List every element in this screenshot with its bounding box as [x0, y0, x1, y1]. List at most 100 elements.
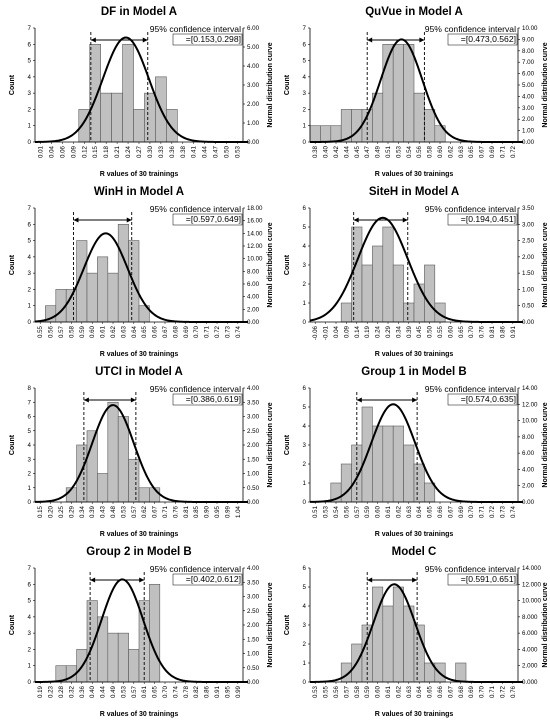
y-tick-label: 6: [303, 205, 307, 212]
histogram-bar: [392, 586, 404, 683]
y2-tick-label: 10.000: [522, 598, 541, 605]
ci-value-box: [172, 573, 243, 586]
ci-arrowhead-right: [412, 577, 418, 583]
ci-arrowhead-left: [367, 37, 373, 43]
y2-axis-label: Normal distribution curve: [267, 402, 274, 487]
chart-title: Model C: [392, 546, 437, 558]
y-tick-label: 4: [303, 74, 307, 81]
histogram-bar: [330, 125, 342, 143]
x-tick-label: 0.63: [458, 145, 465, 158]
y-axis-label: Count: [9, 74, 16, 95]
y-tick-label: 1: [303, 660, 307, 667]
x-tick-label: 0.04: [48, 145, 55, 158]
y-tick-label: 2: [303, 281, 307, 288]
x-tick-label: 0.58: [68, 325, 75, 338]
x-tick-label: 0.49: [375, 145, 382, 158]
x-tick-label: 0.27: [136, 145, 143, 158]
histogram-bar: [128, 458, 140, 503]
x-tick-label: 0.61: [100, 325, 107, 338]
y2-tick-label: 2.00: [247, 101, 260, 108]
y-tick-label: 0: [28, 139, 32, 146]
histogram-chart: SiteH in Model A 95% confidence interval=…: [284, 186, 549, 358]
x-tick-label: 0.19: [37, 685, 44, 698]
y-tick-label: 6: [28, 221, 32, 228]
histogram-bar: [107, 632, 119, 683]
y-axis-label: Count: [284, 254, 291, 275]
y2-tick-label: 3.50: [247, 579, 260, 586]
y2-tick-label: 12.00: [522, 401, 538, 408]
x-tick-label: 0.38: [312, 145, 319, 158]
ci-arrowhead-right: [139, 577, 145, 583]
x-tick-label: 0.82: [193, 685, 200, 698]
x-tick-label: 0.86: [499, 325, 506, 338]
histogram-chart: Model C 95% confidence interval=[0.591,0.…: [284, 546, 549, 718]
histogram-bar: [413, 283, 425, 323]
y2-tick-label: 0.50: [522, 303, 535, 310]
y2-axis-label: Normal distribution curve: [542, 582, 549, 667]
ci-arrowhead-right: [130, 397, 136, 403]
x-tick-label: 0.64: [416, 685, 423, 698]
x-tick-label: 0.74: [172, 685, 179, 698]
histogram-bar: [122, 43, 134, 143]
histogram-bar: [133, 109, 145, 143]
ci-label: 95% confidence interval: [425, 24, 516, 34]
histogram-bar: [372, 245, 384, 323]
y-tick-label: 7: [28, 565, 32, 572]
x-tick-label: 0.91: [214, 685, 221, 698]
x-tick-label: 0.95: [214, 505, 221, 518]
x-tick-label: 0.40: [89, 685, 96, 698]
x-tick-label: 0.68: [172, 325, 179, 338]
x-tick-label: 0.53: [312, 685, 319, 698]
x-tick-label: 0.66: [437, 685, 444, 698]
x-tick-label: 0.21: [114, 145, 121, 158]
x-tick-label: 0.56: [333, 685, 340, 698]
x-tick-label: 0.71: [479, 505, 486, 518]
x-tick-label: 0.67: [447, 505, 454, 518]
ci-arrowhead-left: [83, 397, 89, 403]
x-tick-label: 0.71: [489, 685, 496, 698]
histogram-panel: WinH in Model A 95% confidence interval =[…: [5, 182, 275, 360]
y2-tick-label: 1.00: [247, 471, 260, 478]
y2-tick-label: 2.00: [522, 483, 535, 490]
histogram-panel: DF in Model A 95% confidence interval =[0.…: [5, 2, 275, 180]
ci-arrowhead-right: [419, 37, 425, 43]
x-tick-label: 0.50: [224, 145, 231, 158]
x-tick-label: 0.70: [468, 505, 475, 518]
x-tick-label: 0.85: [193, 505, 200, 518]
x-tick-label: 0.57: [131, 505, 138, 518]
y-tick-label: 2: [303, 106, 307, 113]
y2-tick-label: 1.00: [247, 651, 260, 658]
x-tick-label: 0.33: [158, 145, 165, 158]
x-tick-label: 0.70: [162, 685, 169, 698]
y-tick-label: 2: [28, 471, 32, 478]
x-tick-label: 0.69: [489, 145, 496, 158]
y-tick-label: 0: [28, 319, 32, 326]
x-tick-label: 0.44: [100, 685, 107, 698]
y2-tick-label: 2.50: [247, 608, 260, 615]
histogram-bar: [340, 302, 352, 323]
x-tick-label: 0.19: [364, 325, 371, 338]
x-tick-label: 0.51: [312, 505, 319, 518]
x-tick-label: 0.62: [141, 505, 148, 518]
y2-axis-label: Normal distribution curve: [267, 42, 274, 127]
y2-tick-label: 2.00: [247, 442, 260, 449]
ci-value-box: [447, 213, 518, 226]
x-tick-label: 0.53: [120, 505, 127, 518]
x-tick-label: 0.48: [110, 505, 117, 518]
y2-tick-label: 14.00: [522, 385, 538, 392]
x-tick-label: 0.64: [416, 505, 423, 518]
x-tick-label: 0.62: [447, 145, 454, 158]
x-tick-label: 0.67: [447, 685, 454, 698]
y2-tick-label: 12.000: [522, 581, 541, 588]
x-tick-label: 0.76: [172, 505, 179, 518]
x-tick-label: 0.18: [103, 145, 110, 158]
y2-tick-label: 3.00: [522, 105, 535, 112]
y-tick-label: 6: [28, 581, 32, 588]
y2-tick-label: 4.00: [247, 63, 260, 70]
x-tick-label: 0.95: [224, 685, 231, 698]
histogram-bar: [111, 92, 123, 143]
x-tick-label: 0.72: [499, 685, 506, 698]
histogram-bar: [166, 109, 178, 143]
x-tick-label: 0.61: [141, 685, 148, 698]
y-tick-label: 7: [28, 25, 32, 32]
